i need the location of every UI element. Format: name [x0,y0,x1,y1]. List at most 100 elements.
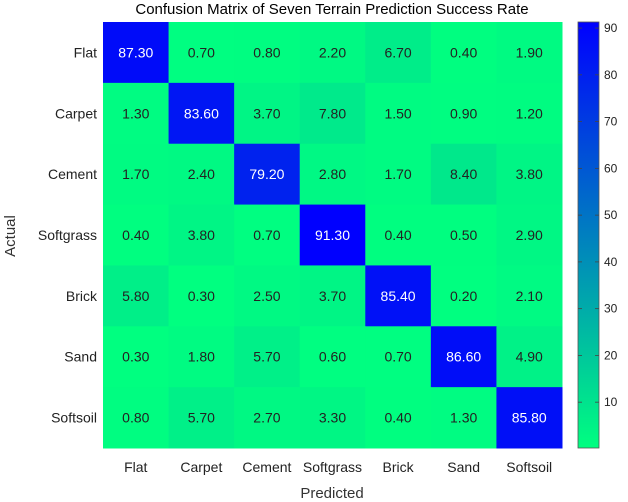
colorbar-tick-label: 60 [604,161,618,175]
colorbar-tick-label: 70 [604,115,618,129]
heatmap-cell [168,143,235,206]
heatmap-cell [430,387,497,449]
y-axis-label: Actual [2,215,19,257]
heatmap-cell [430,204,497,266]
heatmap-cell [168,326,235,388]
heatmap-cell [168,265,235,327]
heatmap-cell [234,22,301,84]
heatmap-cell [103,82,170,145]
cell-value-label: 8.40 [450,166,477,182]
heatmap-cell [168,387,235,449]
cell-value-label: 3.70 [253,105,280,121]
heatmap-cell [496,204,563,266]
cell-value-label: 0.40 [384,227,411,243]
heatmap-cell [430,265,497,327]
cell-value-label: 0.90 [450,105,477,121]
heatmap-cell [103,204,170,266]
cell-value-label: 0.40 [450,44,477,60]
heatmap-cell [430,22,497,84]
colorbar-tick-label: 30 [604,302,618,316]
y-tick-label: Sand [64,349,97,365]
heatmap-cell [103,143,170,206]
cell-value-labels: 87.30 0.70 0.80 2.20 6.70 0.40 1.90 1.30 83.60 3.… [118,44,547,425]
cell-value-label: 1.20 [516,105,543,121]
colorbar-ticks: 10 20 30 40 50 60 70 80 90 [578,21,618,409]
cell-value-label: 5.70 [253,349,280,365]
heatmap-cell [234,204,301,266]
cell-value-label: 85.40 [381,288,416,304]
cell-value-label: 1.50 [384,105,411,121]
cell-value-label: 2.90 [516,227,543,243]
cell-value-label: 86.60 [446,349,481,365]
heatmap-cell [365,326,432,388]
heatmap-cell [299,387,366,449]
cell-value-label: 0.70 [188,44,215,60]
cell-value-label: 2.40 [188,166,215,182]
y-tick-label: Softgrass [38,227,97,243]
x-tick-label: Softgrass [303,459,362,475]
y-tick-label: Brick [66,288,98,304]
y-tick-label: Softsoil [51,410,97,426]
x-tick-label: Softsoil [506,459,552,475]
cell-value-label: 0.60 [319,349,346,365]
heatmap-cell [365,265,432,327]
colorbar-tick-label: 80 [604,68,618,82]
cell-value-label: 0.40 [384,410,411,426]
cell-value-label: 91.30 [315,227,350,243]
cell-value-label: 0.80 [122,410,149,426]
y-tick-label: Flat [74,44,97,60]
heatmap-cell [168,82,235,145]
cell-value-label: 3.70 [319,288,346,304]
heatmap-cell [103,326,170,388]
y-tick-label: Cement [48,166,97,182]
x-tick-label: Carpet [180,459,222,475]
heatmap-cell [299,143,366,206]
cell-value-label: 85.80 [512,410,547,426]
heatmap-cell [299,265,366,327]
cell-value-label: 79.20 [249,166,284,182]
colorbar [577,21,600,449]
cell-value-label: 2.80 [319,166,346,182]
cell-value-label: 1.80 [188,349,215,365]
heatmap-cell [168,204,235,266]
x-tick-label: Flat [124,459,147,475]
colorbar-tick-label: 40 [604,255,618,269]
heatmap-cell [365,387,432,449]
cell-value-label: 0.20 [450,288,477,304]
cell-value-label: 5.70 [188,410,215,426]
x-tick-labels: Flat Carpet Cement Softgrass Brick Sand Softso… [124,459,552,475]
heatmap-cell [496,326,563,388]
cell-value-label: 83.60 [184,105,219,121]
heatmap-cell [430,143,497,206]
heatmap-cell [299,22,366,84]
heatmap-cell [103,387,170,449]
cell-value-label: 1.70 [122,166,149,182]
cell-value-label: 2.70 [253,410,280,426]
cell-value-label: 1.30 [122,105,149,121]
cell-value-label: 1.30 [450,410,477,426]
cell-value-label: 3.80 [516,166,543,182]
cell-value-label: 7.80 [319,105,346,121]
colorbar-tick-label: 10 [604,395,618,409]
heatmap-cell [168,22,235,84]
cell-value-label: 0.70 [253,227,280,243]
heatmap-cell [365,22,432,84]
heatmap-cell [365,204,432,266]
heatmap-cell [496,143,563,206]
cell-value-label: 6.70 [384,44,411,60]
cell-value-label: 1.90 [516,44,543,60]
cell-value-label: 0.40 [122,227,149,243]
heatmap-cell [365,82,432,145]
heatmap-cell [234,82,301,145]
heatmap-cell [496,265,563,327]
cell-value-label: 0.30 [122,349,149,365]
heatmap-cell [430,82,497,145]
heatmap-cell [299,326,366,388]
heatmap-cell [365,143,432,206]
x-tick-label: Brick [383,459,415,475]
cell-value-label: 87.30 [118,44,153,60]
heatmap-cell [299,82,366,145]
heatmap-cell [103,265,170,327]
cell-value-label: 0.30 [188,288,215,304]
